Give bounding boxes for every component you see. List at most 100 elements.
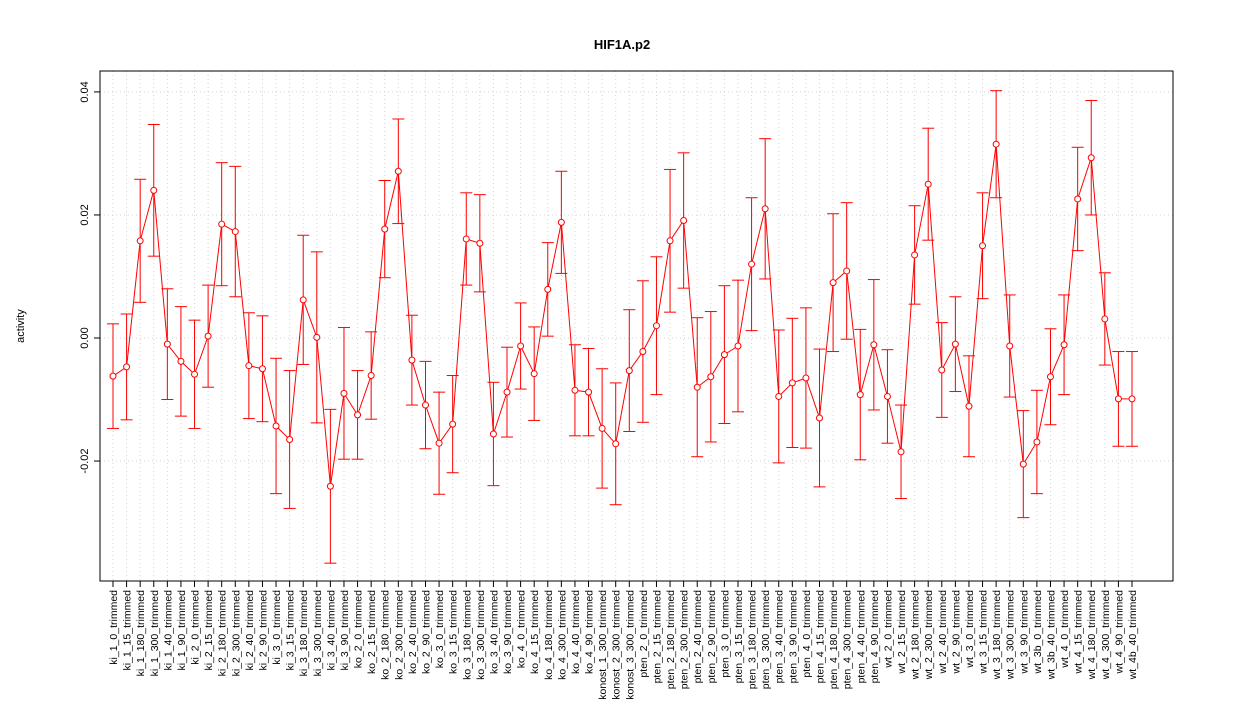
point <box>897 448 905 456</box>
y-tick-label: -0.02 <box>79 448 91 473</box>
x-tick-label: wt_3b_0_trimmed <box>1032 590 1044 675</box>
x-tick-label: ko_3_40_trimmed <box>488 590 500 674</box>
point <box>870 341 878 349</box>
x-tick-label: wt_3_15_trimmed <box>978 590 990 675</box>
point <box>761 205 769 213</box>
x-tick-label: ko_2_0_trimmed <box>353 590 365 668</box>
point <box>245 362 253 370</box>
x-tick-label: pten_4_0_trimmed <box>801 590 813 678</box>
point <box>802 374 810 382</box>
x-tick-label: ko_3_0_trimmed <box>434 590 446 668</box>
point <box>1128 395 1136 403</box>
x-tick-label: wt_3_0_trimmed <box>964 590 976 669</box>
plot-frame <box>99 70 1174 582</box>
point <box>992 140 1000 148</box>
point <box>734 342 742 350</box>
x-tick-label: pten_3_180_trimmed <box>747 590 759 689</box>
point <box>408 356 416 364</box>
point <box>652 322 660 330</box>
point <box>571 386 579 394</box>
point <box>843 267 851 275</box>
point <box>748 260 756 268</box>
x-tick-label: wt_4b_40_trimmed <box>1127 590 1139 680</box>
x-tick-label: ki_3_40_trimmed <box>325 590 337 671</box>
point <box>720 351 728 359</box>
x-tick-label: pten_2_90_trimmed <box>706 590 718 684</box>
x-tick-label: pten_4_40_trimmed <box>855 590 867 684</box>
point <box>598 424 606 432</box>
point <box>123 363 131 371</box>
point <box>272 422 280 430</box>
point <box>856 391 864 399</box>
point <box>476 239 484 247</box>
y-tick-label: 0.00 <box>79 327 91 348</box>
x-tick-label: wt_2_90_trimmed <box>950 590 962 675</box>
point <box>299 296 307 304</box>
x-tick-label: wt_3_90_trimmed <box>1018 590 1030 675</box>
x-tick-label: wt_2_180_trimmed <box>910 590 922 680</box>
x-tick-label: ki_1_180_trimmed <box>135 590 147 677</box>
x-tick-label: ko_4_15_trimmed <box>529 590 541 674</box>
point <box>775 392 783 400</box>
point <box>258 365 266 373</box>
x-tick-label: ki_2_15_trimmed <box>203 590 215 671</box>
y-tick-label: 0.04 <box>79 81 91 102</box>
x-tick-label: ko_3_300_trimmed <box>475 590 487 680</box>
point <box>693 383 701 391</box>
point <box>1114 395 1122 403</box>
point <box>109 372 117 380</box>
x-tick-label: pten_3_90_trimmed <box>787 590 799 684</box>
y-tick-label: 0.02 <box>79 204 91 225</box>
x-tick-label: wt_3_300_trimmed <box>1005 590 1017 680</box>
x-tick-label: ki_2_0_trimmed <box>190 590 202 665</box>
x-tick-label: wt_2_15_trimmed <box>896 590 908 675</box>
point <box>625 367 633 375</box>
chart-title: HIF1A.p2 <box>594 37 650 52</box>
point <box>938 366 946 374</box>
x-tick-label: ki_1_0_trimmed <box>108 590 120 665</box>
point <box>1087 154 1095 162</box>
point <box>1006 342 1014 350</box>
point <box>1101 315 1109 323</box>
x-tick-label: konost_3_300_trimmed <box>624 590 636 700</box>
point <box>788 379 796 387</box>
point <box>544 285 552 293</box>
x-tick-label: ki_2_90_trimmed <box>257 590 269 671</box>
point <box>286 436 294 444</box>
x-tick-label: ko_2_300_trimmed <box>393 590 405 680</box>
point <box>680 216 688 224</box>
x-tick-label: pten_3_40_trimmed <box>774 590 786 684</box>
point <box>1046 373 1054 381</box>
point <box>136 237 144 245</box>
x-tick-label: pten_3_15_trimmed <box>733 590 745 684</box>
point <box>218 220 226 228</box>
point <box>585 388 593 396</box>
point <box>326 482 334 490</box>
point <box>394 167 402 175</box>
point <box>462 235 470 243</box>
x-tick-label: pten_2_180_trimmed <box>665 590 677 689</box>
x-tick-label: wt_2_0_trimmed <box>882 590 894 669</box>
point <box>163 340 171 348</box>
point <box>1060 341 1068 349</box>
point <box>204 332 212 340</box>
x-tick-label: ki_3_180_trimmed <box>298 590 310 677</box>
x-tick-label: pten_3_300_trimmed <box>760 590 772 689</box>
point <box>503 388 511 396</box>
x-tick-label: ki_3_300_trimmed <box>312 590 324 677</box>
point <box>530 370 538 378</box>
x-tick-label: ko_3_90_trimmed <box>502 590 514 674</box>
y-axis-label: activity <box>15 309 27 343</box>
point <box>911 251 919 259</box>
x-tick-label: ko_2_180_trimmed <box>380 590 392 680</box>
x-tick-label: pten_4_15_trimmed <box>815 590 827 684</box>
x-tick-label: pten_4_90_trimmed <box>869 590 881 684</box>
point <box>883 392 891 400</box>
point <box>816 414 824 422</box>
point <box>517 342 525 350</box>
point <box>829 279 837 287</box>
point <box>612 440 620 448</box>
x-tick-label: ki_1_15_trimmed <box>122 590 134 671</box>
point <box>924 180 932 188</box>
point <box>979 242 987 250</box>
